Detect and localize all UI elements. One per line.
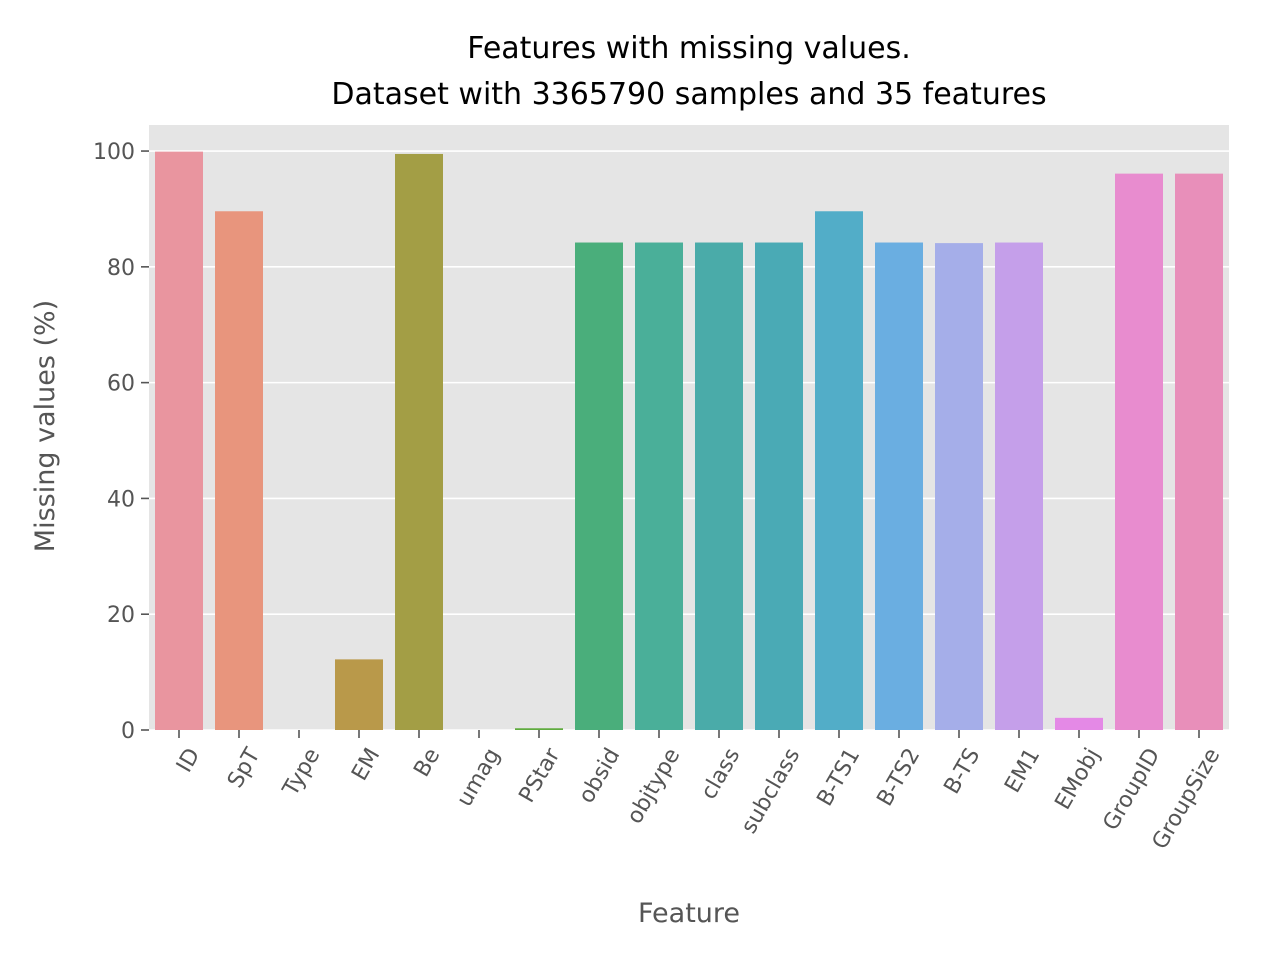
x-tick-label: umag (452, 744, 505, 811)
chart-title: Features with missing values. (467, 31, 911, 66)
x-tick-label: SpT (223, 744, 266, 793)
bar-b-ts2 (875, 242, 923, 731)
bar-objtype (635, 242, 683, 731)
x-tick-label: objtype (622, 744, 685, 828)
x-tick-label: B-TS (940, 744, 986, 798)
y-tick-label: 20 (107, 603, 135, 628)
y-axis-label: Missing values (%) (30, 300, 61, 552)
y-tick-label: 60 (107, 372, 135, 397)
x-tick-label: PStar (515, 743, 566, 807)
y-axis: 0 20 40 60 80 100 (93, 140, 149, 744)
x-tick-label: B-TS1 (813, 744, 866, 811)
bar-groupid (1115, 173, 1163, 730)
bar-groupsize (1175, 173, 1223, 730)
bar-id (155, 151, 203, 730)
y-tick-label: 0 (121, 719, 135, 744)
gridlines (149, 150, 1229, 731)
bar-b-ts1 (815, 211, 863, 730)
bar-obsid (575, 242, 623, 731)
bar-em1 (995, 242, 1043, 731)
bar-em (335, 659, 383, 730)
x-tick-label: GroupID (1099, 744, 1166, 835)
x-tick-label: EM1 (1000, 744, 1045, 797)
x-tick-label: Be (409, 744, 445, 781)
x-tick-label: ID (172, 744, 205, 777)
bar-subclass (755, 242, 803, 731)
bar-pstar (515, 728, 563, 730)
x-tick-label: B-TS2 (873, 744, 926, 811)
bar-b-ts (935, 243, 983, 730)
x-tick-label: Type (278, 744, 325, 801)
bar-class (695, 242, 743, 731)
x-tick-label: EMobj (1051, 744, 1106, 814)
x-tick-label: obsid (574, 744, 625, 808)
y-tick-label: 80 (107, 256, 135, 281)
x-axis-label: Feature (638, 898, 740, 929)
y-tick-label: 40 (107, 487, 135, 512)
x-tick-label: subclass (737, 744, 806, 838)
bar-be (395, 153, 443, 730)
x-tick-label: class (696, 744, 745, 804)
x-tick-label: EM (347, 744, 385, 785)
plot-area (149, 125, 1229, 730)
bar-spt (215, 211, 263, 730)
y-tick-label: 100 (93, 140, 135, 165)
bar-emobj (1055, 717, 1103, 730)
bars (155, 151, 1223, 731)
chart-subtitle: Dataset with 3365790 samples and 35 feat… (331, 77, 1046, 112)
